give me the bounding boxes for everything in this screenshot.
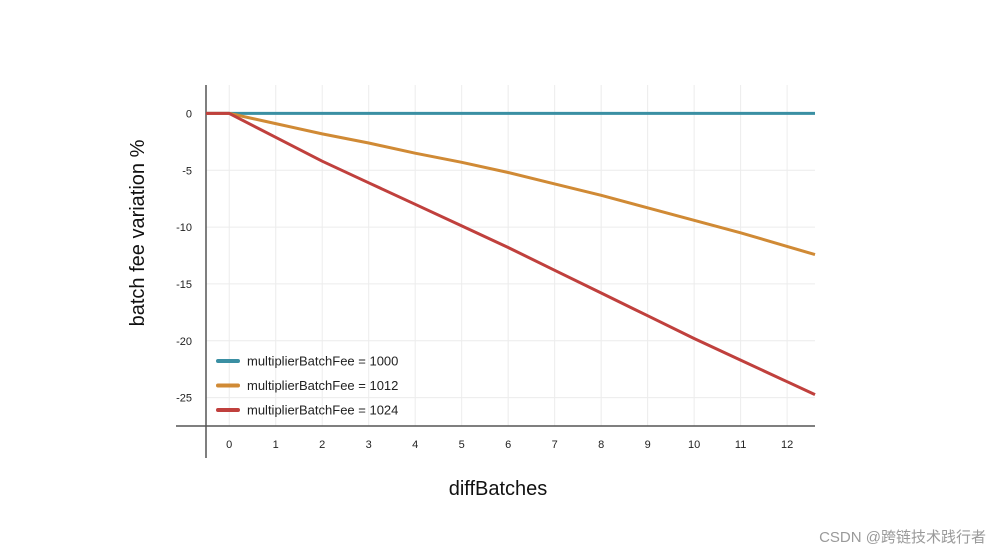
series-lines — [206, 111, 816, 396]
axes — [176, 85, 815, 458]
x-tick-label: 0 — [226, 439, 232, 451]
y-tick-label: -25 — [176, 393, 192, 405]
series-line-3 — [206, 111, 816, 396]
x-tick-label: 5 — [459, 439, 465, 451]
x-tick-label: 3 — [366, 439, 372, 451]
y-tick-labels: 0 -5 -10 -15 -20 -25 — [176, 108, 192, 404]
y-tick-label: -20 — [176, 336, 192, 348]
x-tick-label: 7 — [552, 439, 558, 451]
x-tick-label: 2 — [319, 439, 325, 451]
x-tick-label: 12 — [781, 439, 793, 451]
legend: multiplierBatchFee = 1000 multiplierBatch… — [216, 354, 398, 418]
x-axis-label: diffBatches — [449, 478, 548, 500]
x-tick-label: 6 — [505, 439, 511, 451]
grid — [206, 85, 815, 426]
y-tick-label: -10 — [176, 222, 192, 234]
x-tick-label: 8 — [598, 439, 604, 451]
x-tick-label: 4 — [412, 439, 418, 451]
y-axis-label: batch fee variation % — [127, 139, 149, 326]
y-tick-label: 0 — [186, 108, 192, 120]
legend-label: multiplierBatchFee = 1012 — [247, 378, 398, 393]
legend-label: multiplierBatchFee = 1024 — [247, 403, 398, 418]
x-tick-label: 1 — [273, 439, 279, 451]
y-tick-label: -5 — [182, 165, 192, 177]
watermark: CSDN @跨链技术践行者 — [819, 529, 986, 546]
y-tick-label: -15 — [176, 279, 192, 291]
x-tick-label: 11 — [735, 439, 746, 451]
legend-label: multiplierBatchFee = 1000 — [247, 354, 398, 369]
x-tick-label: 10 — [688, 439, 700, 451]
x-tick-labels: 0 1 2 3 4 5 6 7 8 9 10 11 12 — [226, 439, 793, 451]
series-line-2 — [206, 111, 816, 257]
x-tick-label: 9 — [645, 439, 651, 451]
